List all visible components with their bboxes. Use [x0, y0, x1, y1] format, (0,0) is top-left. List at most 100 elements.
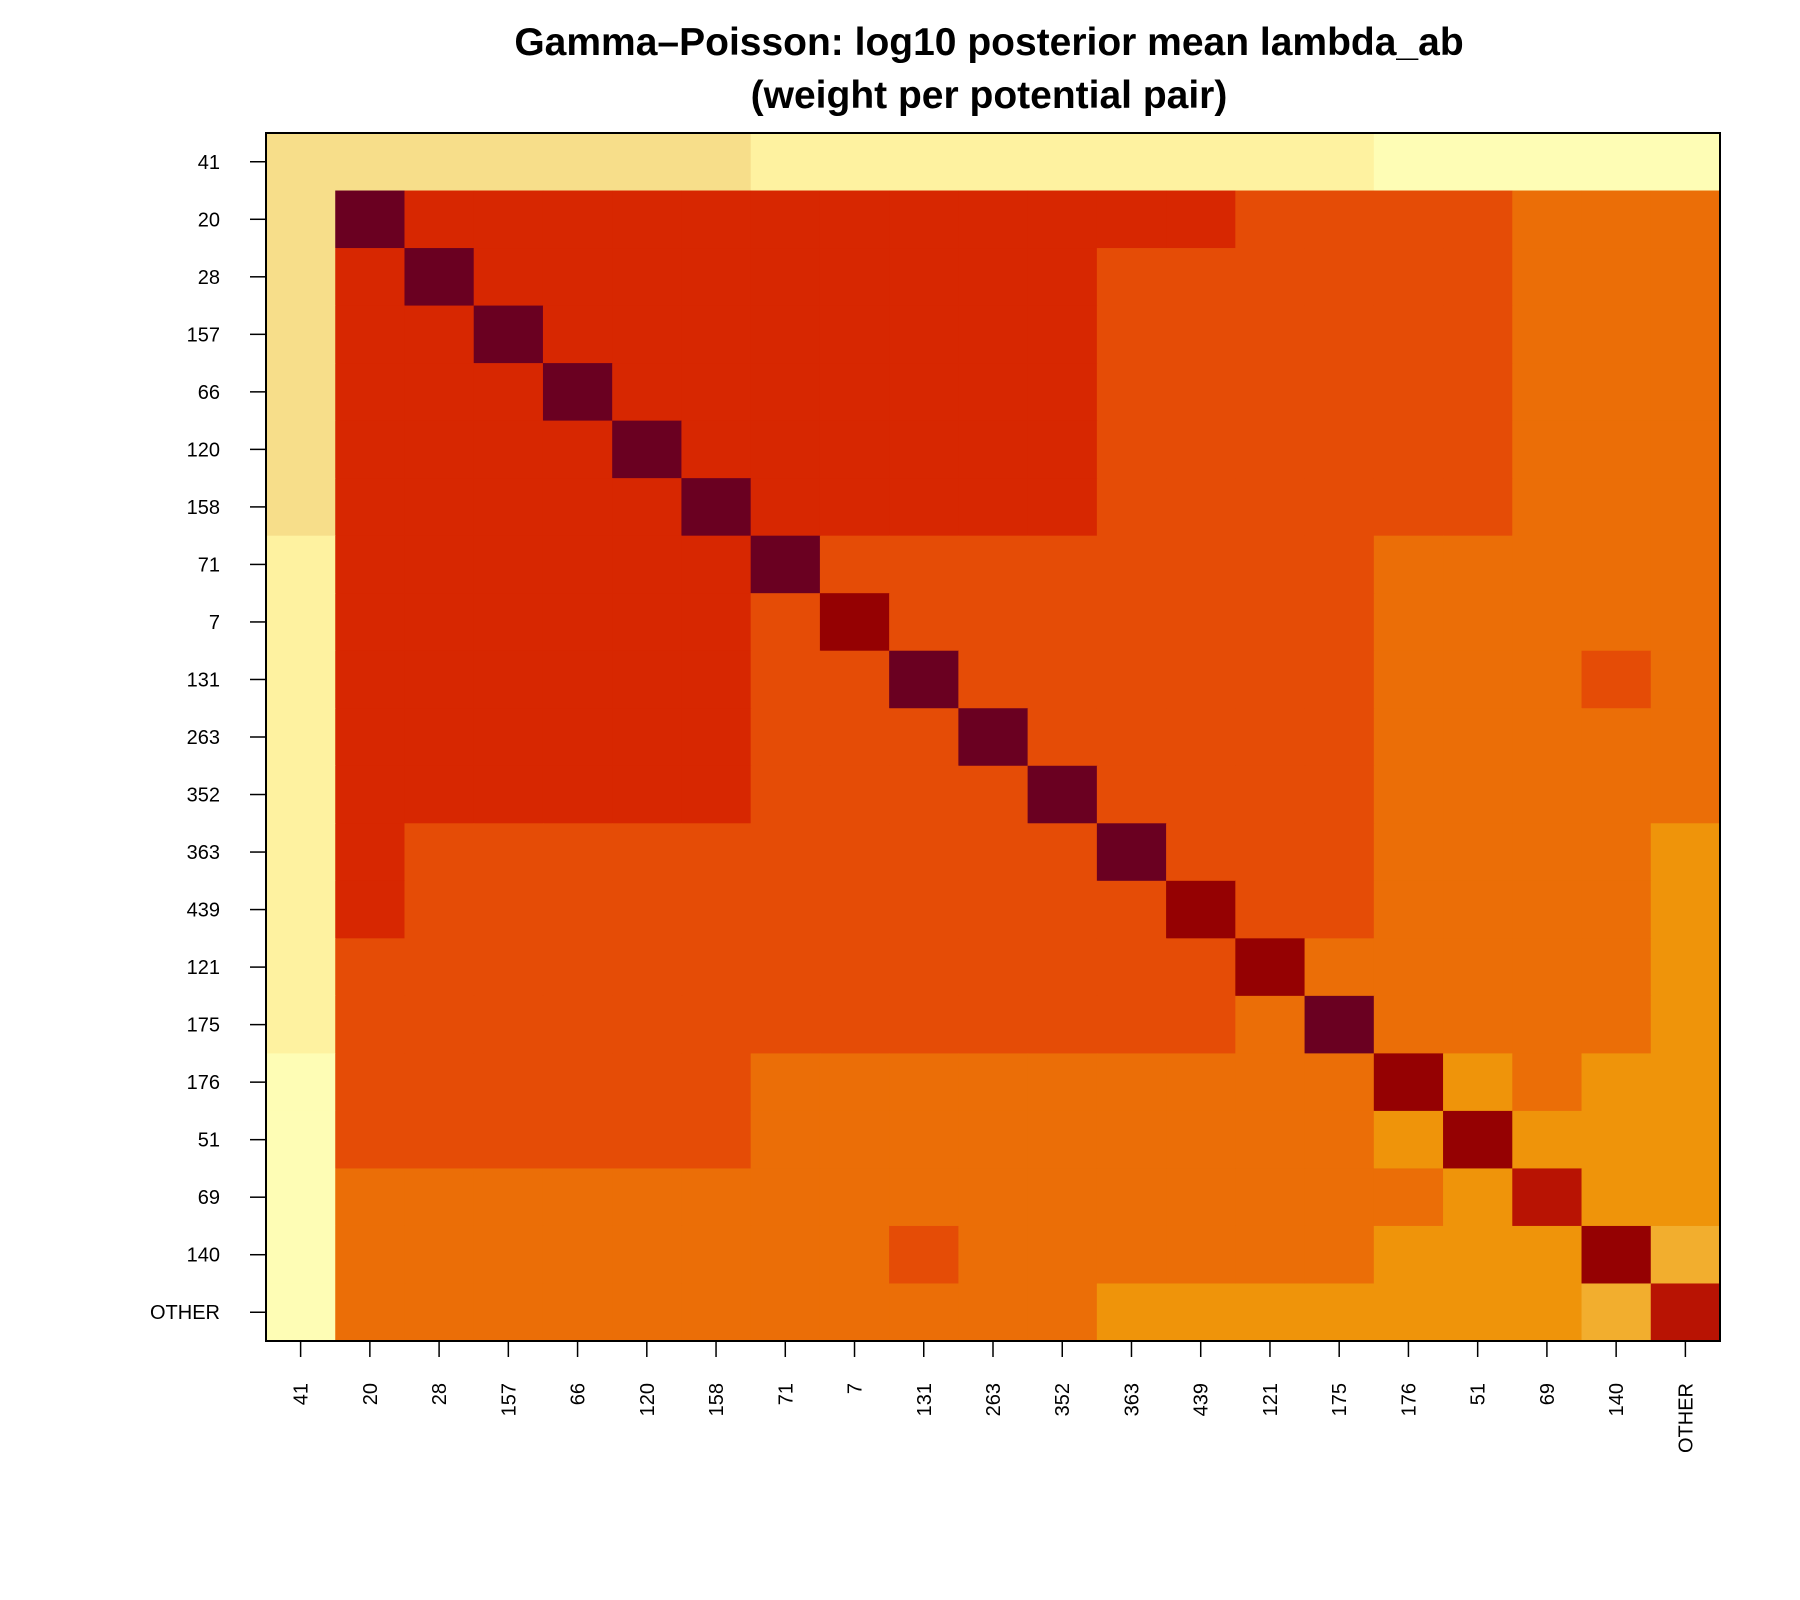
- x-tick-label: 352: [1052, 1383, 1074, 1416]
- heatmap-cell-69-157: [473, 1168, 544, 1227]
- heatmap-cell-7-439: [1166, 593, 1236, 652]
- heatmap-cell-158-66: [542, 478, 613, 537]
- heatmap-cell-363-51: [1443, 823, 1513, 882]
- heatmap-cell-66-20: [335, 363, 406, 422]
- heatmap-cell-175-352: [1027, 995, 1098, 1054]
- heatmap-cell-71-120: [612, 535, 683, 594]
- heatmap-cell-439-175: [1304, 880, 1375, 939]
- heatmap-cell-157-157: [473, 305, 544, 364]
- heatmap-cell-263-51: [1443, 708, 1513, 767]
- heatmap-cell-20-439: [1166, 190, 1236, 249]
- heatmap-cell-176-7: [819, 1053, 890, 1112]
- y-tick-label: OTHER: [150, 1302, 220, 1324]
- heatmap-cell-175-71: [750, 995, 821, 1054]
- heatmap-cell-175-263: [958, 995, 1029, 1054]
- heatmap-cell-51-121: [1235, 1110, 1306, 1170]
- heatmap-cell-20-41: [266, 190, 336, 249]
- heatmap-cell-28-263: [958, 248, 1029, 307]
- heatmap-cell-71-7: [819, 535, 890, 594]
- heatmap-cell-352-439: [1166, 765, 1236, 824]
- heatmap-cell-69-140: [1581, 1168, 1652, 1227]
- heatmap-cell-157-363: [1096, 305, 1167, 364]
- heatmap-cell-120-69: [1512, 420, 1583, 479]
- heatmap-cell-20-121: [1235, 190, 1306, 249]
- heatmap-cell-263-66: [542, 708, 613, 767]
- y-tick-label: 20: [198, 209, 220, 231]
- heatmap-cell-69-66: [542, 1168, 613, 1227]
- heatmap-cell-363-71: [750, 823, 821, 882]
- heatmap-cell-140-140: [1581, 1225, 1652, 1285]
- heatmap-cell-OTHER-363: [1096, 1283, 1167, 1342]
- heatmap-cell-71-71: [750, 535, 821, 594]
- heatmap-cell-66-41: [266, 363, 336, 422]
- heatmap-cell-131-263: [958, 650, 1029, 709]
- y-tick-label: 158: [187, 497, 220, 519]
- heatmap-cell-66-7: [819, 363, 890, 422]
- heatmap-cell-51-OTHER: [1650, 1110, 1721, 1170]
- heatmap-cell-263-363: [1096, 708, 1167, 767]
- heatmap-cell-175-121: [1235, 995, 1306, 1054]
- heatmap-cell-66-51: [1443, 363, 1513, 422]
- heatmap-cell-71-263: [958, 535, 1029, 594]
- heatmap-cell-158-OTHER: [1650, 478, 1721, 537]
- heatmap-cell-263-28: [404, 708, 475, 767]
- heatmap-cell-41-20: [335, 133, 406, 192]
- heatmap-cell-71-41: [266, 535, 336, 594]
- heatmap-cell-121-131: [889, 938, 959, 997]
- heatmap-cell-20-71: [750, 190, 821, 249]
- heatmap-cell-OTHER-131: [889, 1283, 959, 1342]
- heatmap-cell-OTHER-157: [473, 1283, 544, 1342]
- heatmap-cell-175-66: [542, 995, 613, 1054]
- heatmap-cell-71-352: [1027, 535, 1098, 594]
- heatmap-cell-41-66: [542, 133, 613, 192]
- heatmap-cell-51-20: [335, 1110, 406, 1170]
- heatmap-cell-175-20: [335, 995, 406, 1054]
- heatmap-cell-363-157: [473, 823, 544, 882]
- heatmap-cell-28-158: [681, 248, 752, 307]
- heatmap-cell-131-439: [1166, 650, 1236, 709]
- heatmap-cell-175-363: [1096, 995, 1167, 1054]
- heatmap-cell-352-176: [1373, 765, 1444, 824]
- y-tick-label: 352: [187, 785, 220, 807]
- heatmap-cell-263-140: [1581, 708, 1652, 767]
- heatmap-cell-69-439: [1166, 1168, 1236, 1227]
- heatmap-cell-121-140: [1581, 938, 1652, 997]
- heatmap-cell-7-7: [819, 593, 890, 652]
- heatmap-cell-140-439: [1166, 1225, 1236, 1285]
- heatmap-cell-176-121: [1235, 1053, 1306, 1112]
- heatmap-cell-20-51: [1443, 190, 1513, 249]
- heatmap-cell-352-69: [1512, 765, 1583, 824]
- heatmap-cell-363-69: [1512, 823, 1583, 882]
- heatmap-cell-66-66: [542, 363, 613, 422]
- heatmap-cell-263-20: [335, 708, 406, 767]
- heatmap-cell-51-120: [612, 1110, 683, 1170]
- heatmap-cell-175-157: [473, 995, 544, 1054]
- y-tick-label: 66: [198, 382, 220, 404]
- heatmap-cell-120-121: [1235, 420, 1306, 479]
- heatmap-cell-352-140: [1581, 765, 1652, 824]
- heatmap-cell-439-363: [1096, 880, 1167, 939]
- heatmap-cell-439-439: [1166, 880, 1236, 939]
- heatmap-cell-120-363: [1096, 420, 1167, 479]
- heatmap-cell-439-157: [473, 880, 544, 939]
- heatmap-cell-120-7: [819, 420, 890, 479]
- x-tick-label: 7: [845, 1383, 867, 1394]
- heatmap-cell-51-41: [266, 1110, 336, 1170]
- heatmap-cell-175-69: [1512, 995, 1583, 1054]
- heatmap-cell-51-157: [473, 1110, 544, 1170]
- y-tick-label: 175: [187, 1015, 220, 1037]
- heatmap-cell-51-363: [1096, 1110, 1167, 1170]
- heatmap-cell-439-66: [542, 880, 613, 939]
- heatmap-cell-131-363: [1096, 650, 1167, 709]
- heatmap-cell-263-71: [750, 708, 821, 767]
- heatmap-cell-131-51: [1443, 650, 1513, 709]
- heatmap-cell-263-131: [889, 708, 959, 767]
- heatmap-cell-157-263: [958, 305, 1029, 364]
- heatmap-cell-121-OTHER: [1650, 938, 1721, 997]
- heatmap-cell-140-66: [542, 1225, 613, 1285]
- heatmap-cell-120-131: [889, 420, 959, 479]
- heatmap-cell-120-439: [1166, 420, 1236, 479]
- x-tick-label: 263: [983, 1383, 1005, 1416]
- x-tick-label: 363: [1121, 1383, 1143, 1416]
- heatmap-cell-OTHER-140: [1581, 1283, 1652, 1342]
